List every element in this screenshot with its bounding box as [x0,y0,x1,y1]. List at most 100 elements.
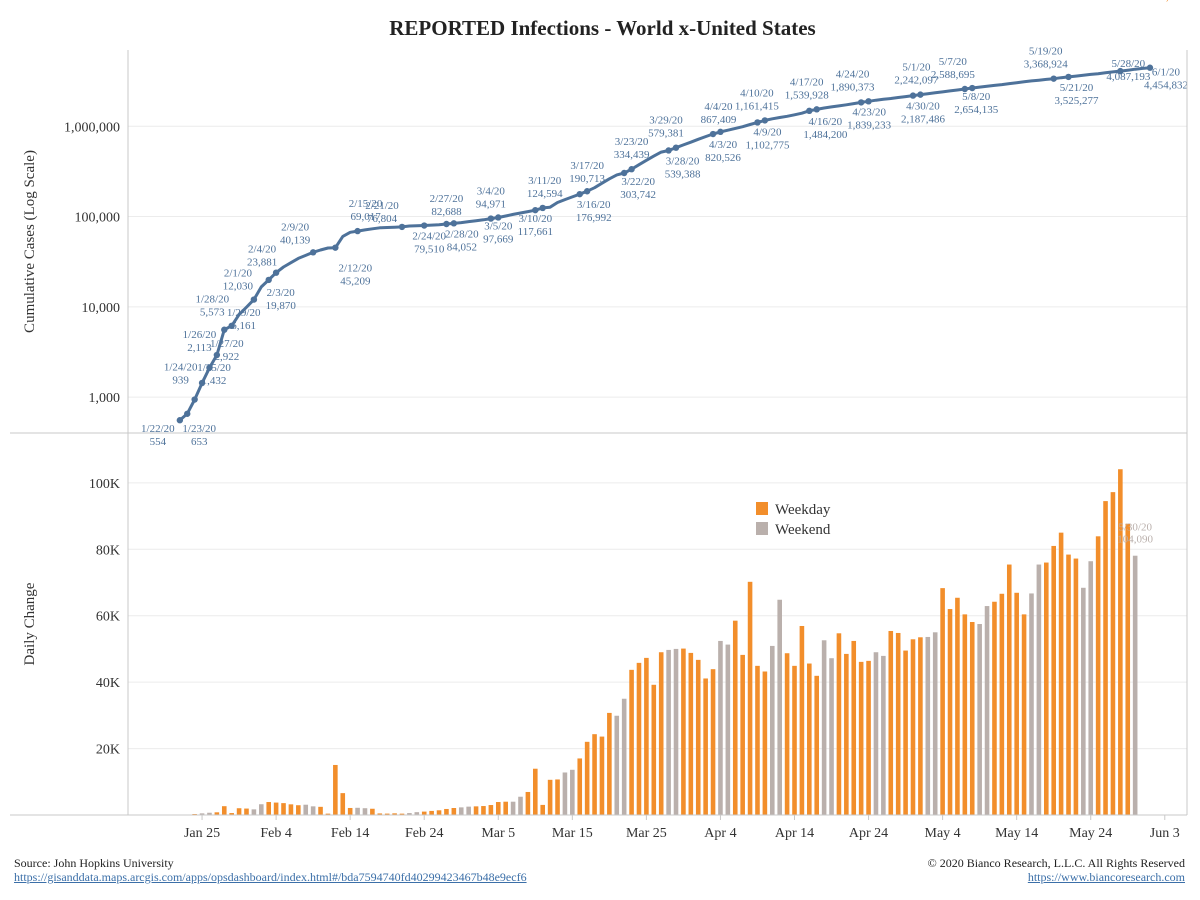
point-date-label: 3/16/20 [577,199,611,211]
point-value-label: 2,242,097 [894,75,939,87]
point-date-label: 2/4/20 [248,244,277,256]
point-value-label: 4,087,193 [1106,71,1151,83]
weekend-bar [414,812,420,815]
weekday-bar [792,665,797,815]
legend-swatch [756,522,768,535]
weekend-bar [407,813,412,815]
data-point-marker [221,326,228,333]
point-date-label: 2/28/20 [445,228,479,240]
data-point-marker [761,117,769,124]
point-value-label: 97,669 [483,233,514,245]
weekday-bar [607,712,612,815]
point-date-label: 5/19/20 [1029,46,1063,58]
weekday-bar [858,661,864,815]
point-date-label: 4/4/20 [704,101,733,113]
data-point-marker [1065,73,1072,81]
weekend-bar [355,807,360,815]
weekday-bar [629,669,634,815]
weekday-bar [1021,614,1027,815]
weekday-bar [910,639,916,815]
weekday-bar [918,637,923,815]
point-value-label: 124,594 [527,188,563,200]
legend-label: Weekday [775,502,831,518]
weekend-bar [718,640,723,815]
weekend-bar [873,652,879,815]
weekend-bar [1088,561,1094,815]
weekday-bar [1051,545,1056,815]
weekend-bar [614,715,620,815]
data-point-marker [443,220,450,228]
x-tick-label: May 24 [1069,826,1112,841]
point-value-label: 2,113 [187,342,212,354]
weekday-bar [540,804,546,815]
weekday-bar [688,652,694,815]
legend-swatch [756,502,768,515]
weekday-bar [451,808,457,815]
data-point-marker [191,396,198,403]
point-date-label: 2/12/20 [339,263,373,275]
weekday-bar [244,808,249,815]
weekday-bar [347,807,353,815]
weekday-bar [488,805,494,815]
point-value-label: 6,161 [231,320,256,332]
point-date-label: 1/29/20 [227,307,261,319]
weekday-bar [740,654,745,815]
point-value-label: 4,454,832 [1144,80,1188,92]
weekend-bar [925,636,931,815]
weekend-bar [562,772,568,815]
data-point-marker [532,206,539,214]
weekday-bar [651,684,657,815]
point-value-label: 117,661 [518,226,553,238]
weekend-bar [821,640,827,815]
x-tick-label: Jan 25 [184,826,220,841]
point-date-label: 1/23/20 [182,423,216,435]
data-point-marker [628,166,635,173]
point-date-label: 2/21/20 [365,200,399,212]
weekday-bar [377,813,383,815]
weekday-bar [895,632,901,815]
point-date-label: 3/10/20 [518,213,552,225]
point-date-label: 3/29/20 [649,115,683,127]
y-tick-label-bottom: 40K [96,676,120,691]
weekday-bar [695,659,701,815]
source-url[interactable]: https://gisanddata.maps.arcgis.com/apps/… [14,870,527,884]
point-date-label: 3/5/20 [484,220,513,232]
data-point-marker [961,85,969,93]
site-link[interactable]: https://www.biancoresearch.com [1028,870,1185,885]
point-value-label: 939 [172,375,189,387]
weekday-bar [947,609,953,815]
weekend-bar [207,812,212,815]
point-value-label: 190,713 [569,173,605,185]
x-tick-label: Feb 24 [405,826,444,841]
weekday-bar [866,660,871,815]
data-point-marker [709,130,717,138]
point-date-label: 4/30/20 [906,101,940,113]
point-value-label: 1,484,200 [803,129,848,141]
point-value-label: 176,992 [576,212,612,224]
weekday-bar [525,791,531,815]
weekday-bar [799,625,805,815]
site-url[interactable]: https://www.biancoresearch.com [1027,870,1185,884]
point-value-label: 2,588,695 [931,69,976,81]
cumulative-line [178,66,1151,422]
data-point-marker [969,84,976,92]
x-tick-label: Apr 14 [775,826,814,841]
weekend-bar [932,632,938,815]
point-date-label: 4/3/20 [709,139,738,151]
weekday-bar [732,620,738,815]
source-link[interactable]: https://gisanddata.maps.arcgis.com/apps/… [14,870,527,885]
weekday-bar [851,640,857,815]
y-tick-label-top: 1,000 [89,391,121,406]
point-date-label: 3/28/20 [666,155,700,167]
legend: Weekday Weekend [756,502,831,538]
y-tick-label-top: 100,000 [75,211,121,226]
point-value-label: 23,881 [247,257,277,269]
y-tick-label-bottom: 100K [89,477,120,492]
weekend-bar [1132,555,1138,815]
weekday-bar [229,813,234,815]
data-point-marker [272,269,280,276]
data-point-marker [620,169,628,177]
point-value-label: 3,525,277 [1055,95,1100,107]
x-tick-label: Mar 5 [481,826,515,841]
point-value-label: 1,539,928 [785,89,830,101]
